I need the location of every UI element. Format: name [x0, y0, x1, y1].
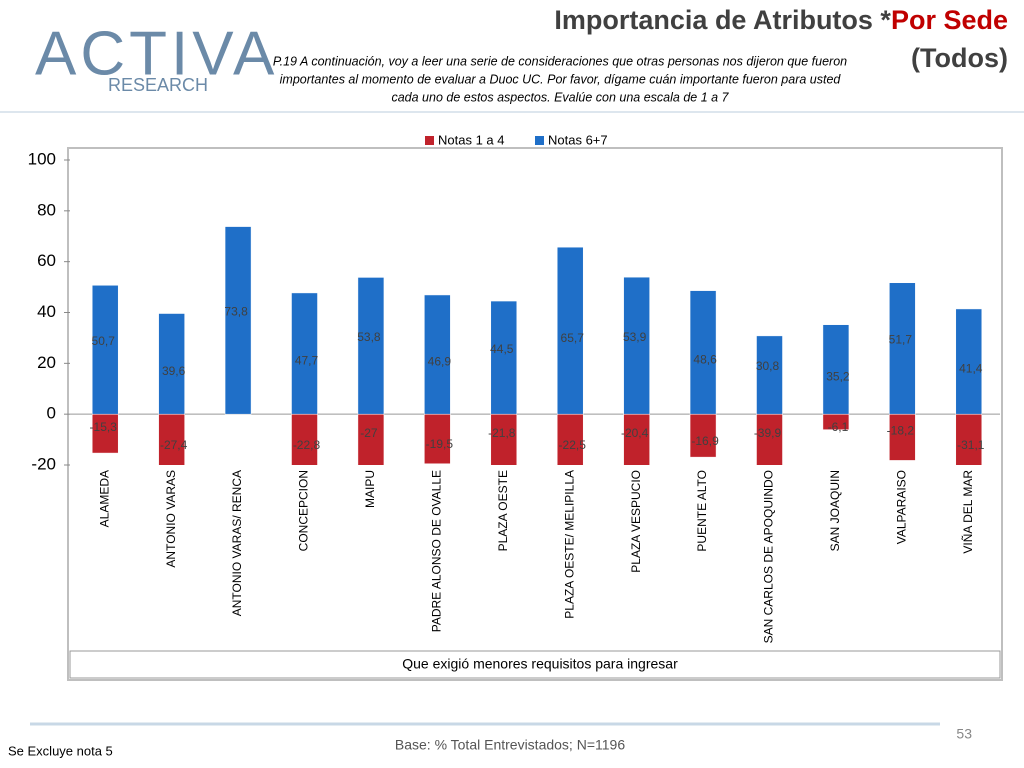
- y-tick-label: 60: [37, 251, 56, 270]
- value-label: -19,5: [426, 437, 454, 451]
- bar: [490, 413, 518, 465]
- plot: [91, 226, 983, 465]
- value-label: -20,4: [621, 426, 649, 440]
- value-label: 65,7: [561, 331, 585, 345]
- legend-label: Notas 6+7: [548, 132, 608, 147]
- value-label: 47,7: [295, 354, 319, 368]
- x-tick-label: PUENTE ALTO: [695, 470, 709, 552]
- y-tick-label: 0: [47, 404, 56, 423]
- logo: ACTIVA: [35, 19, 278, 88]
- y-tick-label: 40: [37, 302, 56, 321]
- value-label: 53,9: [623, 330, 647, 344]
- title-main: Importancia de Atributos *: [554, 5, 891, 35]
- bar: [490, 300, 518, 415]
- bar: [357, 413, 385, 465]
- footer-base: Base: % Total Entrevistados; N=1196: [395, 737, 625, 753]
- legend-swatch: [425, 136, 434, 145]
- x-tick-label: MAIPU: [363, 470, 377, 508]
- bar: [357, 277, 385, 415]
- bar: [955, 413, 983, 465]
- bar: [756, 413, 783, 465]
- bar: [689, 290, 717, 415]
- bar: [556, 413, 584, 465]
- x-tick-label: ANTONIO VARAS/ RENCA: [230, 470, 244, 616]
- bar: [955, 308, 983, 415]
- value-label: -18,2: [887, 423, 915, 437]
- bar: [623, 413, 650, 465]
- bar: [224, 226, 252, 415]
- value-label: -22,8: [293, 438, 321, 452]
- bar: [889, 413, 916, 461]
- subtitle: importantes al momento de evaluar a Duoc…: [280, 72, 842, 86]
- x-tick-label: ANTONIO VARAS: [164, 470, 178, 568]
- title-highlight: Por Sede: [891, 5, 1008, 35]
- subtitle: cada uno de estos aspectos. Evalúe con u…: [391, 90, 729, 104]
- bar: [556, 246, 584, 415]
- value-label: 51,7: [889, 333, 913, 347]
- bar: [424, 413, 451, 464]
- x-tick-label: SAN JOAQUIN: [828, 470, 842, 551]
- x-tick-label: PLAZA OESTE/ MELIPILLA: [562, 470, 576, 619]
- value-label: 30,8: [756, 359, 780, 373]
- legend-swatch: [535, 136, 544, 145]
- bar: [424, 294, 451, 415]
- value-label: 50,7: [92, 334, 116, 348]
- value-label: -39,9: [754, 426, 782, 440]
- bar: [756, 335, 783, 415]
- value-label: -27: [360, 426, 378, 440]
- value-label: -21,8: [488, 426, 516, 440]
- x-tick-label: ALAMEDA: [97, 470, 111, 527]
- x-tick-label: PLAZA OESTE: [496, 470, 510, 551]
- value-label: -6,1: [828, 420, 849, 434]
- legend-label: Notas 1 a 4: [438, 132, 505, 147]
- x-tick-label: PLAZA VESPUCIO: [629, 470, 643, 573]
- value-label: -22,5: [559, 438, 587, 452]
- y-tick-label: 80: [37, 200, 56, 219]
- xlabel-box: [69, 650, 1001, 679]
- value-label: 35,2: [826, 370, 850, 384]
- y-tick-label: -20: [31, 454, 56, 473]
- title: Importancia de Atributos *Por Sede: [554, 5, 1008, 35]
- y-tick-label: 100: [28, 149, 56, 168]
- bar: [91, 413, 119, 454]
- value-label: 39,6: [162, 364, 186, 378]
- bar: [158, 313, 185, 415]
- logo-sub: RESEARCH: [108, 75, 208, 95]
- y-tick-label: 20: [37, 353, 56, 372]
- value-label: 48,6: [693, 353, 717, 367]
- x-tick-label: VIÑA DEL MAR: [961, 470, 975, 554]
- bar: [889, 282, 916, 415]
- footer-note: Se Excluye nota 5: [8, 743, 113, 758]
- x-tick-label: SAN CARLOS DE APOQUINDO: [762, 470, 776, 643]
- value-label: 73,8: [224, 305, 248, 319]
- title-suffix: (Todos): [911, 43, 1008, 73]
- x-tick-label: VALPARAISO: [895, 470, 909, 544]
- x-tick-label: CONCEPCION: [297, 470, 311, 551]
- subtitle: P.19 A continuación, voy a leer una seri…: [273, 54, 847, 68]
- value-label: -15,3: [90, 420, 118, 434]
- value-label: -31,1: [957, 438, 985, 452]
- value-label: -16,9: [691, 434, 719, 448]
- bar: [158, 413, 185, 465]
- x-axis-label: Que exigió menores requisitos para ingre…: [402, 656, 678, 672]
- bar: [822, 324, 850, 415]
- bar: [689, 413, 717, 458]
- x-tick-label: PADRE ALONSO DE OVALLE: [430, 470, 444, 632]
- value-label: 53,8: [357, 330, 381, 344]
- bar: [91, 285, 119, 415]
- page-number: 53: [956, 726, 972, 742]
- value-label: -27,4: [160, 438, 188, 452]
- value-label: 41,4: [959, 362, 983, 376]
- value-label: 46,9: [428, 355, 452, 369]
- bar: [291, 292, 318, 415]
- value-label: 44,5: [490, 342, 514, 356]
- bar: [623, 276, 650, 415]
